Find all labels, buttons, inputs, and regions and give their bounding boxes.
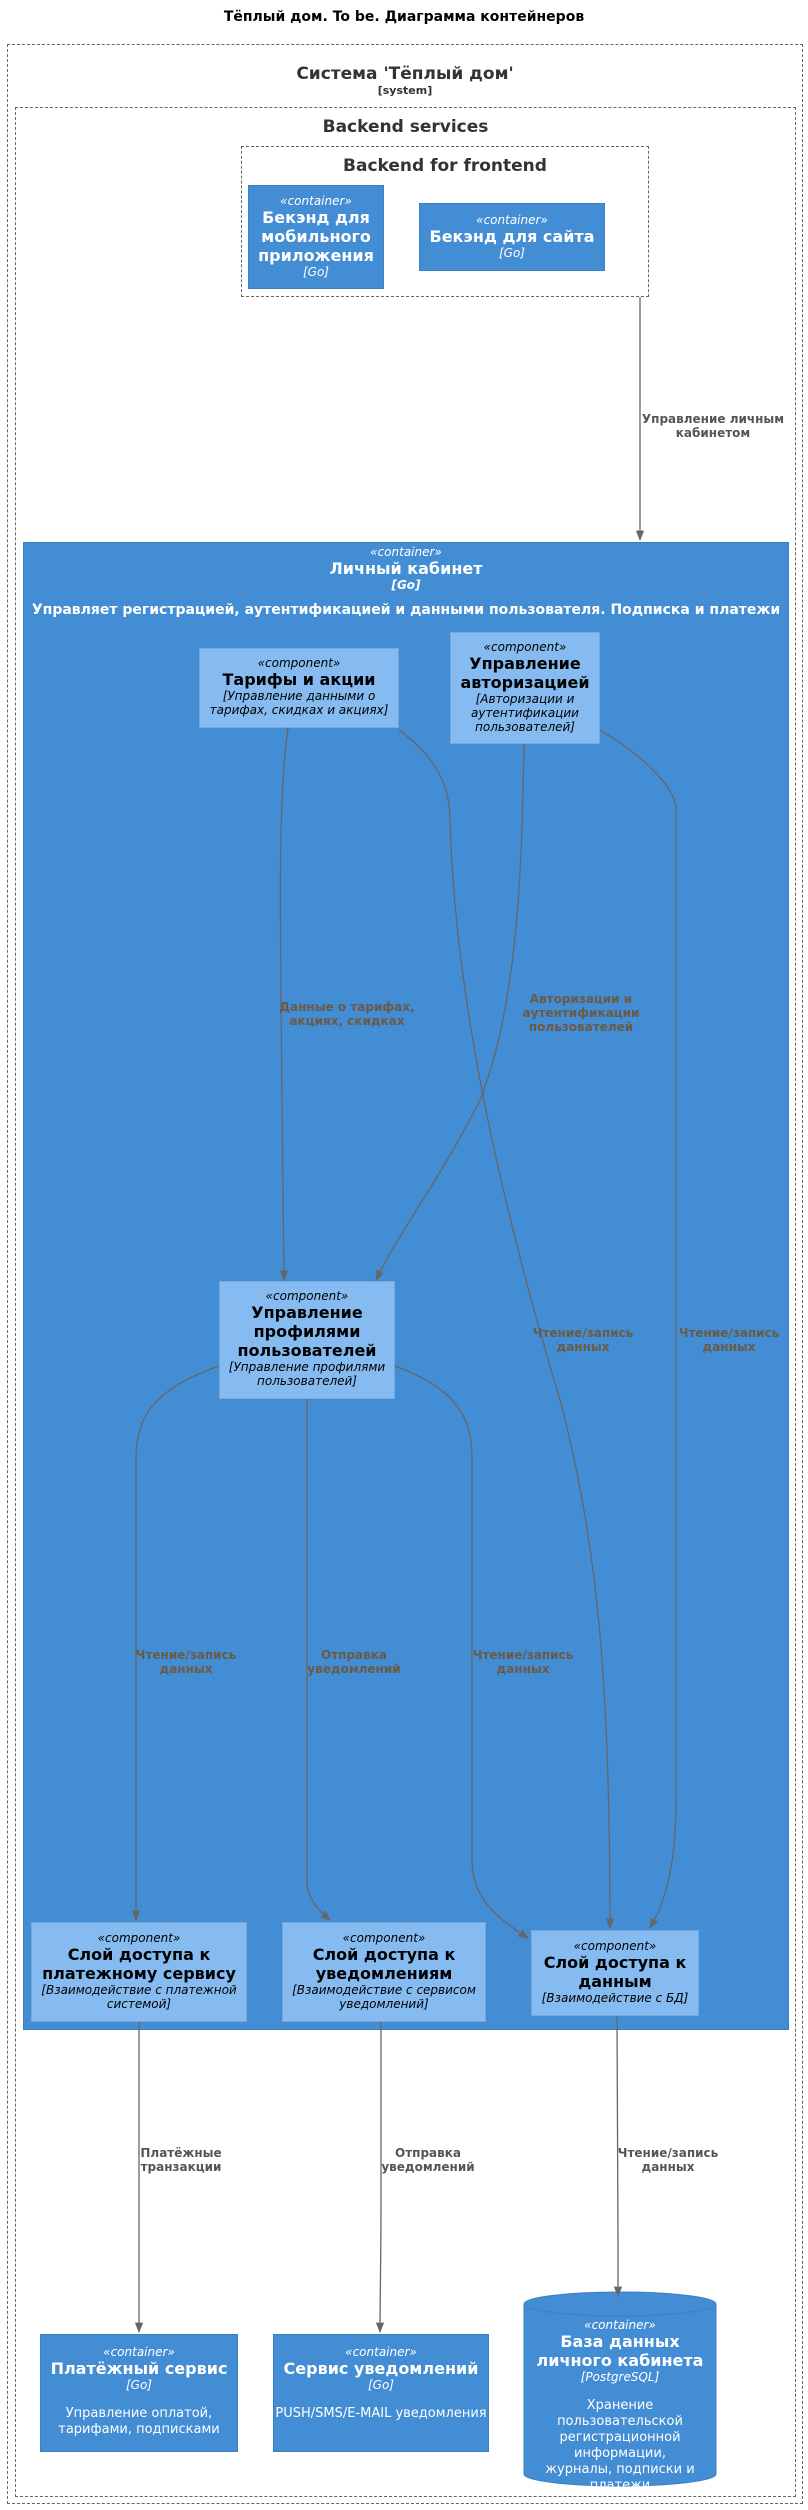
stereotype: «container» <box>280 194 352 208</box>
account-container[interactable]: «container» Личный кабинет [Go] Управляе… <box>23 542 789 2030</box>
container-name: Сервис уведомлений <box>283 2359 479 2378</box>
stereotype: «container» <box>103 2345 175 2359</box>
arrow-data-db <box>613 2015 623 2298</box>
container-description: Управляет регистрацией, аутентификацией … <box>31 602 781 618</box>
container-tech: [Go] <box>498 246 525 260</box>
system-type: [system] <box>377 84 433 97</box>
stereotype: «component» <box>97 1931 181 1945</box>
component-name: Управление авторизацией <box>460 654 590 692</box>
notify-layer-component[interactable]: «component» Слой доступа к уведомлениям … <box>282 1922 486 2022</box>
relation-label-auth-data: Чтение/запись данных <box>678 1326 780 1354</box>
auth-component[interactable]: «component» Управление авторизацией [Авт… <box>450 632 600 744</box>
component-name: Слой доступа к платежному сервису <box>42 1945 236 1983</box>
component-name: Тарифы и акции <box>222 670 376 689</box>
relation-label-profiles-payment: Чтение/запись данных <box>135 1648 237 1676</box>
arrow-tariffs-data <box>398 729 615 1930</box>
component-name: Управление профилями пользователей <box>237 1303 377 1360</box>
component-name: Слой доступа к уведомлениям <box>312 1945 456 1983</box>
profiles-component[interactable]: «component» Управление профилями пользов… <box>219 1281 395 1399</box>
arrow-profiles-payment <box>131 1365 220 1922</box>
system-boundary-label: Система 'Тёплый дом' [system] <box>7 64 803 97</box>
bff-boundary <box>241 146 649 297</box>
arrow-profiles-notify <box>306 1399 331 1921</box>
diagram-title: Тёплый дом. To be. Диаграмма контейнеров <box>223 9 585 25</box>
payment-service-container[interactable]: «container» Платёжный сервис [Go] Управл… <box>40 2334 238 2452</box>
container-name: Платёжный сервис <box>50 2359 228 2378</box>
stereotype: «component» <box>573 1939 657 1953</box>
database-cylinder <box>523 2291 717 2487</box>
system-name: Система 'Тёплый дом' <box>296 64 514 84</box>
database-container[interactable]: «container» База данных личного кабинета… <box>524 2318 716 2493</box>
container-name: Бекэнд для сайта <box>429 227 595 246</box>
relation-label-tariffs-profiles: Данные о тарифах, акциях, скидках <box>279 1000 415 1028</box>
component-tech: [Управление профилями пользователей] <box>228 1360 386 1388</box>
site-backend-container[interactable]: «container» Бекэнд для сайта [Go] <box>419 203 605 271</box>
relation-label-tariffs-data: Чтение/запись данных <box>532 1326 634 1354</box>
relation-label-profiles-notify: Отправка уведомлений <box>307 1648 401 1676</box>
arrow-profiles-data <box>394 1365 529 1939</box>
notify-service-container[interactable]: «container» Сервис уведомлений [Go] PUSH… <box>273 2334 489 2452</box>
relation-label-auth-profiles: Авторизации и аутентификации пользовател… <box>522 992 640 1034</box>
container-tech: [Go] <box>302 265 329 279</box>
data-layer-component[interactable]: «component» Слой доступа к данным [Взаим… <box>531 1930 699 2016</box>
component-tech: [Взаимодействие с сервисом уведомлений] <box>292 1983 476 2011</box>
arrow-notify-ext <box>375 2022 385 2334</box>
arrow-auth-profiles <box>375 743 525 1281</box>
container-tech: [Go] <box>391 578 421 592</box>
stereotype: «component» <box>257 656 341 670</box>
arrow-tariffs-profiles <box>279 727 289 1282</box>
relation-label-bff-account: Управление личным кабинетом <box>641 412 785 440</box>
container-tech: [Go] <box>125 2378 152 2392</box>
arrow-auth-data <box>599 729 677 1929</box>
stereotype: «container» <box>370 545 442 559</box>
system-boundary <box>7 44 803 2504</box>
payment-layer-component[interactable]: «component» Слой доступа к платежному се… <box>31 1922 247 2022</box>
relation-label-payment-ext: Платёжные транзакции <box>140 2146 222 2174</box>
stereotype: «container» <box>345 2345 417 2359</box>
bff-label: Backend for frontend <box>343 156 547 176</box>
stereotype: «container» <box>476 213 548 227</box>
container-name: База данных личного кабинета <box>536 2332 704 2370</box>
container-description: Хранение пользовательской регистрационно… <box>545 2398 695 2493</box>
container-description: PUSH/SMS/E-MAIL уведомления <box>275 2406 487 2421</box>
container-description: Управление оплатой, тарифами, подписками <box>58 2406 220 2437</box>
backend-services-label: Backend services <box>322 117 489 137</box>
relation-label-data-db: Чтение/запись данных <box>617 2146 719 2174</box>
stereotype: «component» <box>342 1931 426 1945</box>
component-tech: [Управление данными о тарифах, скидках и… <box>209 689 389 717</box>
component-tech: [Авторизации и аутентификации пользовате… <box>471 692 579 734</box>
component-name: Слой доступа к данным <box>543 1953 687 1991</box>
relation-label-profiles-data: Чтение/запись данных <box>472 1648 574 1676</box>
container-name: Личный кабинет <box>329 559 483 578</box>
tariffs-component[interactable]: «component» Тарифы и акции [Управление д… <box>199 648 399 728</box>
container-tech: [Go] <box>367 2378 394 2392</box>
mobile-backend-container[interactable]: «container» Бекэнд для мобильного прилож… <box>248 185 384 289</box>
backend-services-boundary <box>15 107 796 2497</box>
relation-label-notify-ext: Отправка уведомлений <box>381 2146 475 2174</box>
stereotype: «component» <box>265 1289 349 1303</box>
component-tech: [Взаимодействие с БД] <box>541 1991 689 2005</box>
stereotype: «component» <box>483 640 567 654</box>
container-name: Бекэнд для мобильного приложения <box>258 208 374 265</box>
component-tech: [Взаимодействие с платежной системой] <box>41 1983 237 2011</box>
container-tech: [PostgreSQL] <box>580 2370 660 2384</box>
stereotype: «container» <box>584 2318 656 2332</box>
